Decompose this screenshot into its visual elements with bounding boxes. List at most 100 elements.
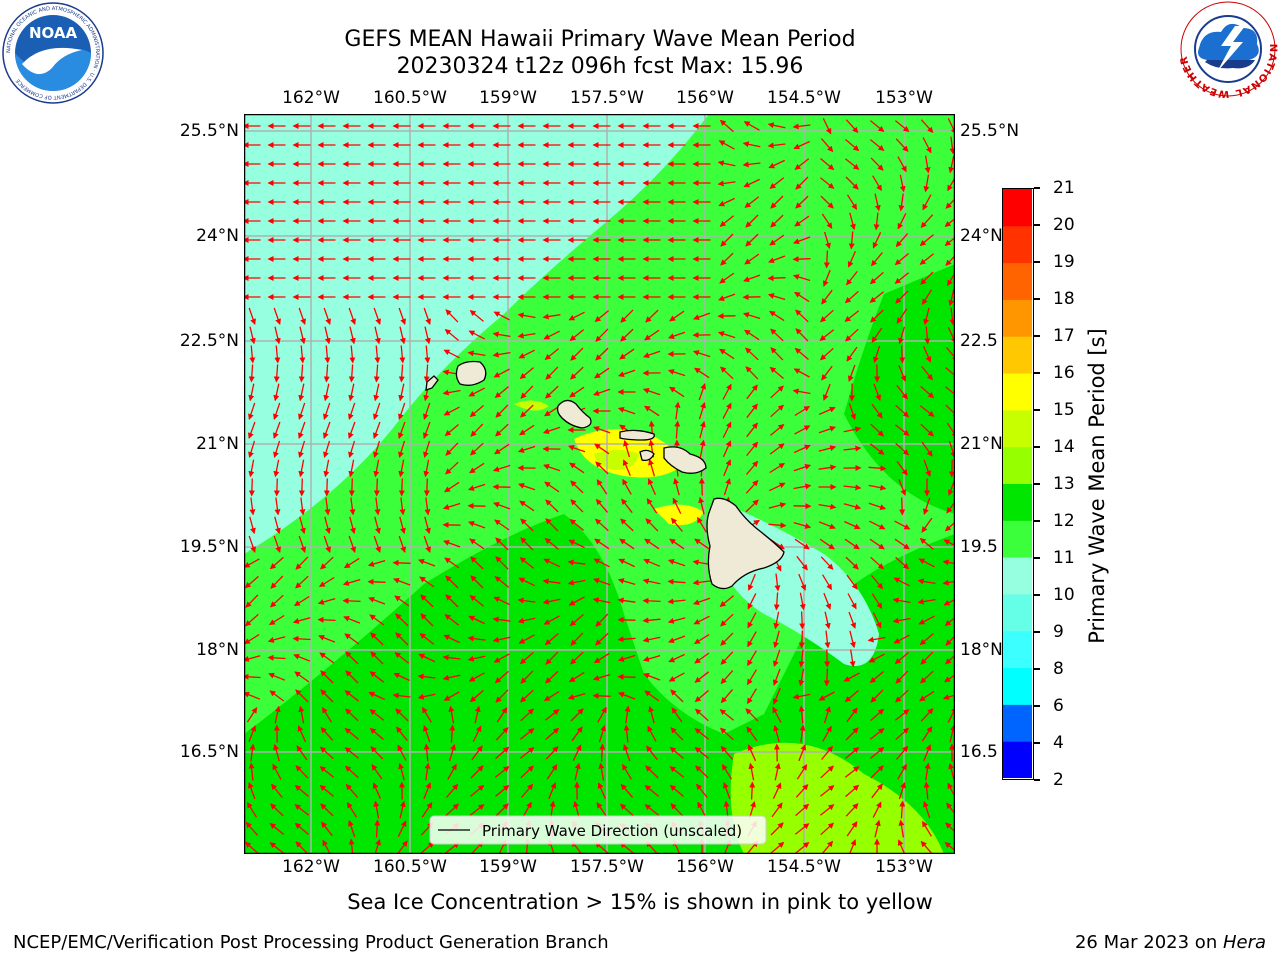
wave-direction-arrow (496, 707, 508, 723)
wave-direction-arrow (719, 727, 734, 741)
colorbar-tick (1034, 779, 1040, 781)
wave-direction-arrow (895, 138, 909, 152)
wave-direction-arrow (444, 328, 459, 341)
wave-direction-arrow (899, 174, 906, 193)
wave-direction-arrow (894, 709, 910, 721)
wave-direction-arrow (770, 347, 784, 361)
wave-direction-arrow (594, 367, 610, 379)
wave-direction-arrow (942, 559, 955, 566)
wave-direction-arrow (793, 444, 811, 454)
wave-direction-arrow (769, 366, 784, 379)
wave-direction-arrow (568, 671, 585, 683)
wave-direction-arrow (249, 497, 256, 516)
wave-direction-arrow (544, 405, 560, 417)
wave-direction-arrow (374, 326, 381, 345)
wave-direction-arrow (469, 462, 485, 474)
wave-direction-arrow (893, 634, 910, 644)
wave-direction-arrow (773, 649, 781, 668)
wave-direction-arrow (495, 404, 509, 418)
wave-period-map: Primary Wave Direction (unscaled) (243, 113, 956, 855)
wave-direction-arrow (418, 558, 436, 567)
wave-direction-arrow (670, 689, 684, 703)
wave-direction-arrow (573, 800, 580, 819)
wave-direction-arrow (720, 366, 734, 380)
wave-direction-arrow (871, 403, 883, 419)
wave-direction-arrow (723, 459, 732, 477)
wave-direction-arrow (674, 420, 681, 439)
wave-direction-arrow (699, 420, 706, 439)
wave-direction-arrow (668, 635, 686, 644)
colorbar-tick-label: 10 (1053, 585, 1075, 605)
wave-direction-arrow (794, 215, 810, 227)
wave-direction-arrow (743, 274, 761, 283)
wave-direction-arrow (442, 674, 461, 681)
wave-direction-arrow (445, 461, 459, 475)
wave-direction-arrow (869, 671, 884, 684)
wave-direction-arrow (748, 762, 755, 781)
wave-direction-arrow (870, 708, 885, 722)
wave-direction-arrow (694, 538, 710, 550)
wave-direction-arrow (347, 421, 356, 439)
wave-direction-arrow (698, 477, 705, 496)
colorbar-tick-label: 4 (1053, 733, 1064, 753)
wave-direction-arrow (417, 693, 436, 700)
wave-direction-arrow (820, 765, 834, 779)
wave-direction-arrow (747, 612, 757, 629)
colorbar-band (1003, 299, 1032, 337)
wave-direction-arrow (792, 274, 811, 282)
wave-direction-arrow (619, 803, 634, 817)
island-big-island (706, 497, 785, 590)
wave-direction-arrow (399, 326, 406, 345)
wave-direction-arrow (495, 556, 509, 570)
wave-direction-arrow (299, 497, 306, 516)
wave-direction-arrow (670, 727, 684, 741)
wave-direction-arrow (398, 440, 406, 459)
wave-direction-arrow (495, 537, 509, 551)
wave-direction-arrow (594, 538, 610, 550)
wave-direction-arrow (322, 421, 331, 439)
wave-direction-arrow (869, 520, 886, 530)
wave-direction-arrow (396, 726, 408, 742)
wave-direction-arrow (445, 594, 459, 608)
wave-direction-arrow (893, 577, 910, 587)
wave-direction-arrow (542, 426, 561, 434)
wave-direction-arrow (643, 558, 661, 567)
wave-direction-arrow (320, 689, 334, 703)
wave-direction-arrow (444, 557, 460, 569)
wave-direction-arrow (845, 746, 860, 759)
wave-direction-arrow (467, 350, 486, 357)
lon-tick-bottom: 159°W (479, 857, 537, 877)
wave-direction-arrow (669, 766, 685, 778)
lat-tick-right: 19.5 (960, 537, 998, 557)
wave-direction-arrow (799, 611, 806, 630)
wave-direction-arrow (348, 402, 356, 421)
wave-direction-arrow (845, 328, 859, 342)
wave-direction-arrow (244, 691, 261, 700)
svg-text:Primary Wave Direction (unscal: Primary Wave Direction (unscaled) (482, 822, 742, 840)
wave-direction-arrow (398, 478, 405, 497)
wave-direction-arrow (373, 383, 380, 402)
wave-direction-arrow (469, 405, 484, 418)
wave-direction-arrow (847, 364, 856, 382)
wave-direction-arrow (745, 214, 759, 228)
wave-direction-arrow (720, 613, 734, 627)
wave-direction-arrow (822, 383, 831, 401)
wave-direction-arrow (373, 800, 380, 819)
wave-direction-arrow (920, 119, 934, 134)
vector-legend: Primary Wave Direction (unscaled) (429, 815, 767, 845)
noaa-logo: NOAA NATIONAL OCEANIC AND ATMOSPHERIC AD… (2, 2, 104, 104)
wave-direction-arrow (269, 842, 285, 854)
wave-direction-arrow (519, 651, 534, 665)
wave-direction-arrow (919, 253, 935, 265)
wave-direction-arrow (492, 351, 511, 358)
colorbar-tick (1034, 483, 1040, 485)
wave-direction-arrow (894, 652, 909, 665)
footer-credit: NCEP/EMC/Verification Post Processing Pr… (13, 932, 609, 953)
wave-direction-arrow (545, 385, 559, 399)
wave-direction-arrow (693, 615, 710, 625)
wave-direction-arrow (423, 440, 431, 459)
wave-direction-arrow (619, 348, 635, 360)
lat-tick-left: 19.5°N (179, 537, 239, 557)
wave-direction-arrow (273, 364, 280, 383)
wave-direction-arrow (294, 784, 309, 797)
